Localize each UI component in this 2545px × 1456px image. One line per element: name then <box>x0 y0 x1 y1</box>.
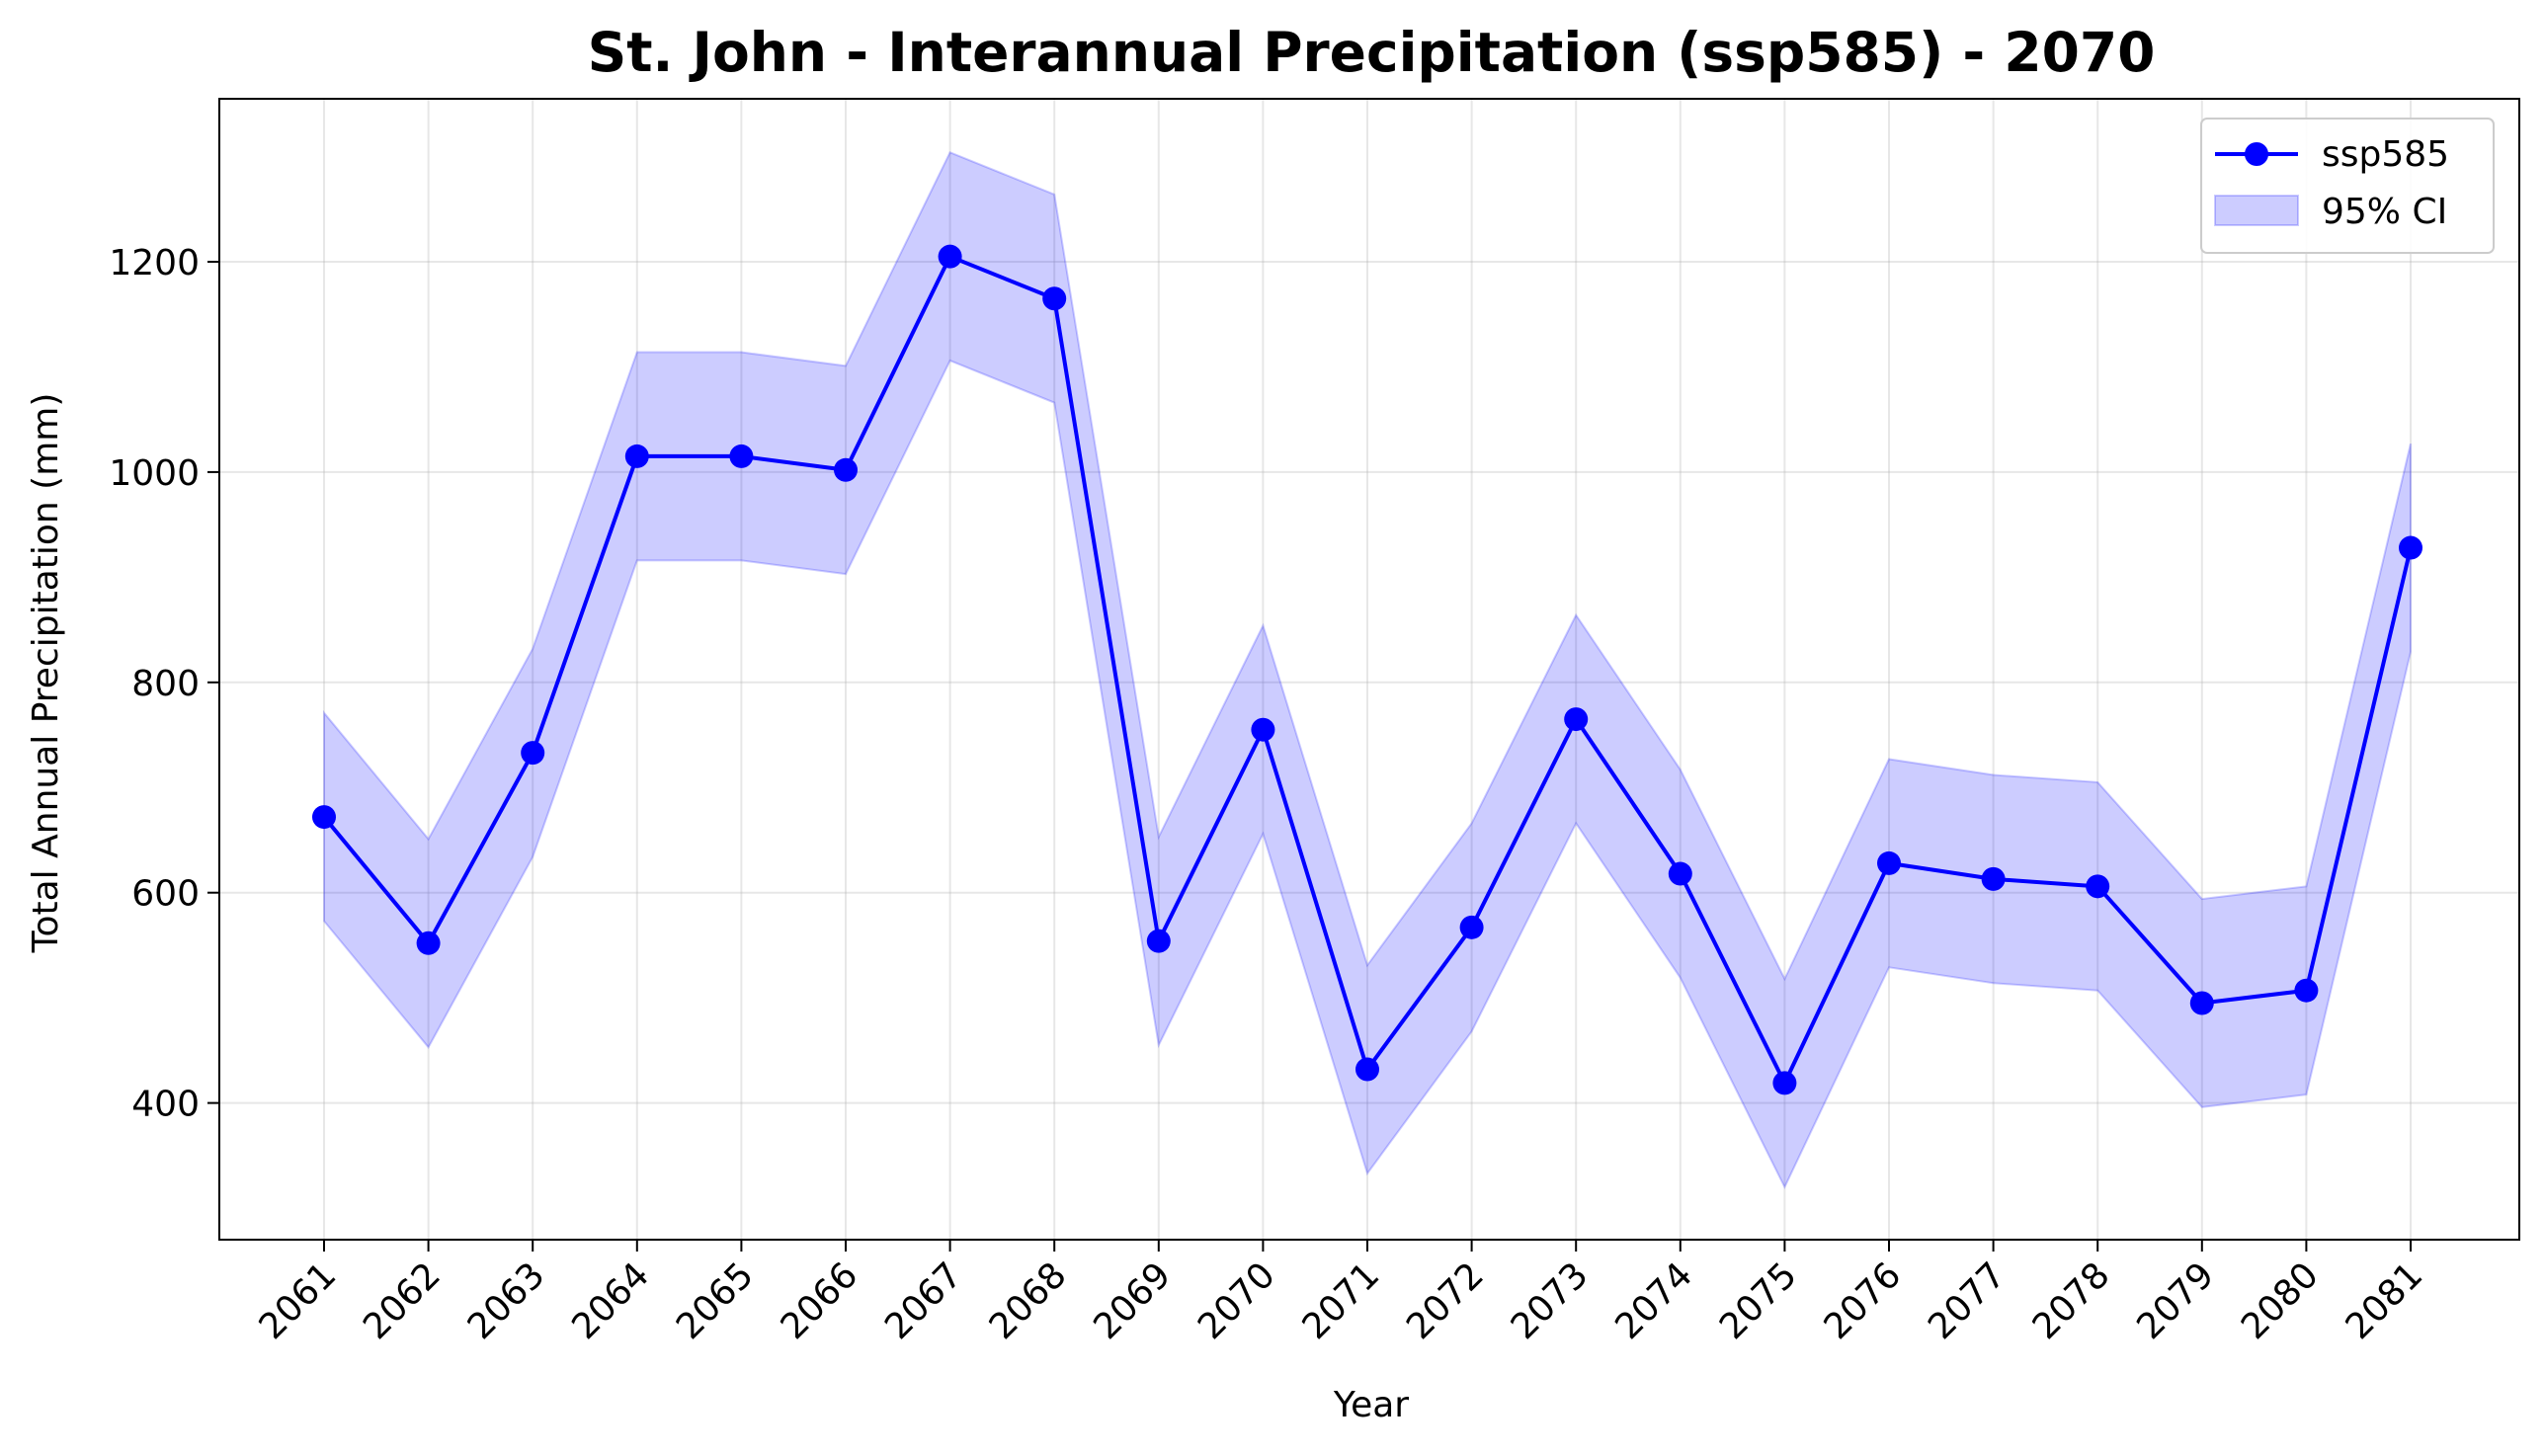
data-point <box>416 930 441 955</box>
data-point <box>2086 874 2110 899</box>
data-point <box>1355 1057 1379 1082</box>
y-axis-label: Total Annual Precipitation (mm) <box>26 393 66 954</box>
grid <box>219 99 2519 1240</box>
data-point <box>1772 1071 1797 1095</box>
data-point <box>1251 717 1275 742</box>
data-point <box>1042 286 1067 311</box>
data-point <box>2189 991 2214 1015</box>
y-tick-label: 400 <box>131 1085 200 1125</box>
data-point <box>312 805 336 830</box>
data-point <box>1459 915 1484 939</box>
data-point <box>624 444 649 468</box>
data-point <box>834 457 858 482</box>
data-point <box>1877 850 1901 875</box>
y-axis-ticks: 400 600 800 1000 1200 <box>109 243 219 1125</box>
y-tick-label: 800 <box>131 664 200 704</box>
data-point <box>1564 707 1589 732</box>
plot-frame <box>218 98 2520 1241</box>
legend-ci-swatch <box>2214 195 2299 226</box>
y-tick-label: 600 <box>131 874 200 915</box>
data-point <box>1668 861 1692 886</box>
series-points <box>312 244 2422 1095</box>
legend-marker-swatch <box>2245 142 2268 166</box>
x-axis-label: Year <box>1333 1385 1409 1425</box>
ci-band <box>323 151 2412 1190</box>
data-point <box>2399 535 2422 560</box>
legend-label-ci: 95% CI <box>2322 192 2447 232</box>
data-point <box>2294 978 2319 1003</box>
chart-title: St. John - Interannual Precipitation (ss… <box>588 21 2156 84</box>
confidence-band <box>323 151 2412 1190</box>
data-point <box>729 444 754 468</box>
legend-label-series: ssp585 <box>2322 134 2449 175</box>
y-tick-label: 1000 <box>109 453 200 494</box>
data-point <box>1146 929 1171 953</box>
legend: ssp585 95% CI <box>2200 118 2495 254</box>
data-point <box>521 741 545 766</box>
data-point <box>938 244 962 269</box>
y-tick-label: 1200 <box>109 243 200 283</box>
data-point <box>1981 866 2006 891</box>
